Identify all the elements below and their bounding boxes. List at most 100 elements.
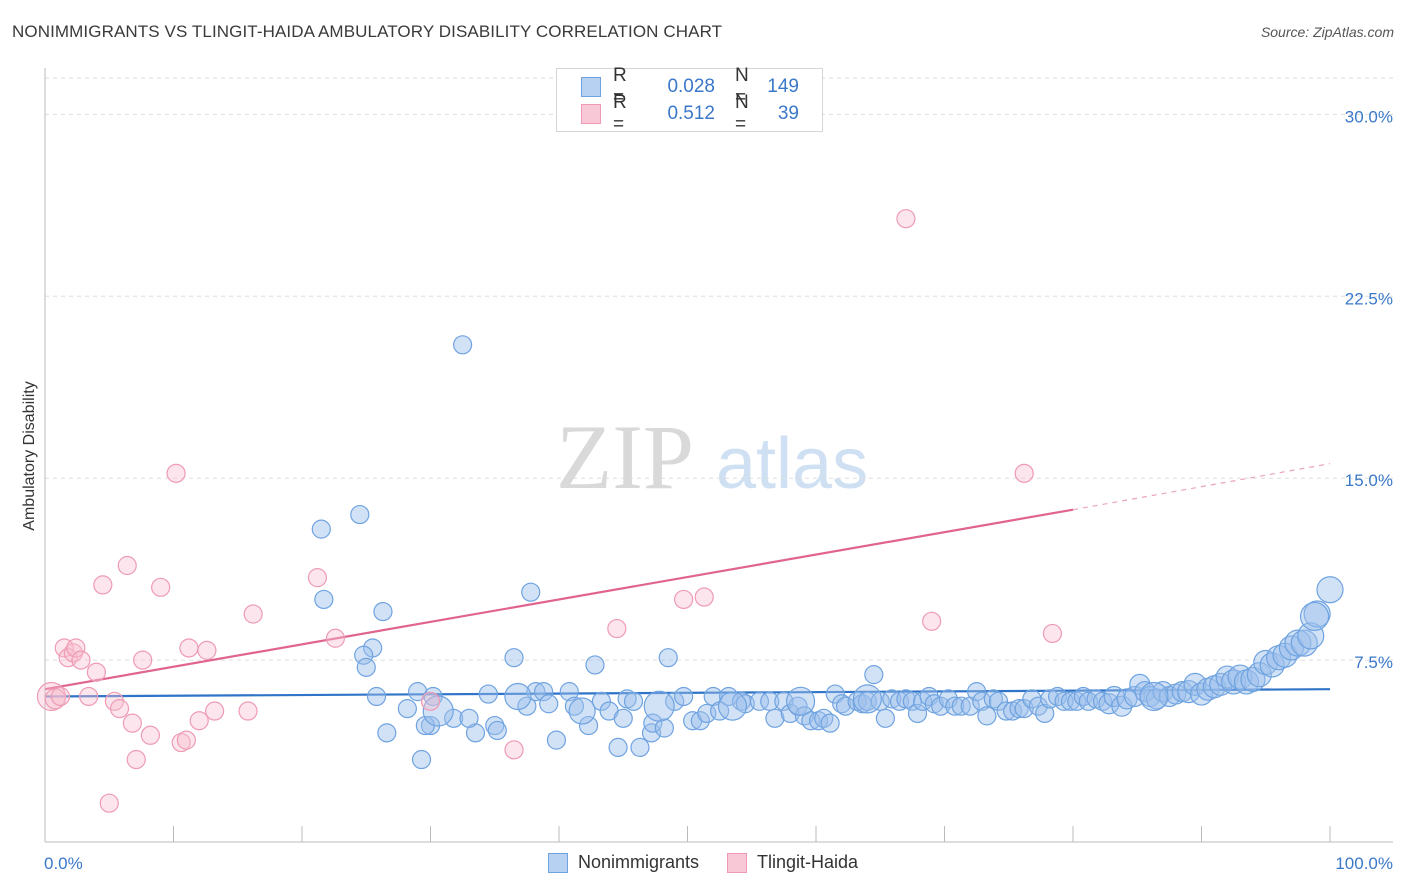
point-nonimmigrants: [1035, 703, 1055, 724]
point-nonimmigrants: [1124, 685, 1146, 708]
point-nonimmigrants: [478, 684, 498, 704]
point-nonimmigrants: [1040, 689, 1060, 709]
y-tick-label: 15.0%: [1345, 471, 1393, 490]
point-nonimmigrants: [504, 682, 532, 711]
x-tick-label-min: 0.0%: [44, 854, 83, 873]
point-nonimmigrants: [641, 723, 662, 743]
legend-r-label: R =: [613, 65, 627, 108]
point-nonimmigrants: [1303, 600, 1331, 628]
point-tlingit-haida: [50, 686, 71, 707]
series-legend: Nonimmigrants Tlingit-Haida: [0, 852, 1406, 873]
point-nonimmigrants: [411, 749, 432, 770]
point-nonimmigrants: [623, 691, 644, 711]
point-nonimmigrants: [820, 713, 840, 733]
point-tlingit-haida: [243, 604, 263, 624]
point-nonimmigrants: [690, 711, 710, 731]
point-nonimmigrants: [356, 657, 376, 677]
watermark: ZIP atlas: [556, 406, 868, 508]
point-tlingit-haida: [79, 686, 99, 707]
point-nonimmigrants: [546, 730, 567, 750]
x-tick-label-max: 100.0%: [1335, 854, 1393, 873]
point-nonimmigrants: [559, 682, 579, 702]
point-nonimmigrants: [875, 708, 895, 728]
legend-swatch-blue: [547, 852, 568, 873]
point-tlingit-haida: [1042, 623, 1063, 644]
point-nonimmigrants: [1299, 601, 1330, 632]
point-nonimmigrants: [852, 684, 883, 714]
point-tlingit-haida: [896, 209, 916, 229]
point-nonimmigrants: [765, 708, 785, 728]
point-tlingit-haida: [54, 638, 74, 658]
legend-r-value: 0.028: [667, 76, 715, 97]
point-nonimmigrants: [504, 648, 524, 668]
legend-n-label: N =: [735, 92, 749, 135]
point-nonimmigrants: [774, 691, 794, 711]
point-tlingit-haida: [140, 725, 160, 745]
legend-item-nonimmigrants[interactable]: Nonimmigrants: [547, 852, 699, 873]
point-nonimmigrants: [1092, 691, 1113, 711]
point-nonimmigrants: [539, 694, 559, 714]
point-tlingit-haida: [307, 568, 328, 588]
point-nonimmigrants: [945, 696, 965, 716]
chart-title: NONIMMIGRANTS VS TLINGIT-HAIDA AMBULATOR…: [12, 22, 723, 41]
point-nonimmigrants: [521, 582, 541, 602]
point-tlingit-haida: [93, 575, 113, 595]
point-nonimmigrants: [643, 690, 675, 722]
point-tlingit-haida: [126, 749, 146, 770]
point-nonimmigrants: [674, 686, 694, 707]
data-points: [36, 209, 1344, 813]
axes: [44, 68, 1393, 843]
legend-swatch-blue: [581, 77, 601, 97]
point-nonimmigrants: [1171, 681, 1193, 703]
point-nonimmigrants: [630, 737, 650, 758]
y-tick-label: 30.0%: [1345, 107, 1393, 126]
point-nonimmigrants: [808, 711, 829, 731]
point-tlingit-haida: [151, 577, 171, 597]
legend-row-nonimmigrants: R = 0.028 N = 149: [581, 65, 799, 108]
point-tlingit-haida: [99, 793, 119, 813]
point-nonimmigrants: [983, 689, 1003, 709]
point-tlingit-haida: [922, 611, 942, 631]
point-nonimmigrants: [1028, 696, 1048, 716]
point-nonimmigrants: [1209, 672, 1233, 696]
point-nonimmigrants: [835, 696, 856, 716]
point-nonimmigrants: [977, 706, 997, 726]
point-nonimmigrants: [459, 708, 479, 728]
point-tlingit-haida: [179, 638, 199, 658]
point-nonimmigrants: [1078, 691, 1099, 711]
point-tlingit-haida: [420, 691, 441, 711]
source-label: Source: ZipAtlas.com: [1260, 24, 1394, 40]
legend-r-value: 0.512: [667, 103, 715, 124]
watermark-atlas: atlas: [716, 424, 868, 504]
legend-item-tlingit-haida[interactable]: Tlingit-Haida: [727, 852, 858, 873]
point-nonimmigrants: [967, 682, 987, 702]
point-nonimmigrants: [397, 699, 417, 719]
point-nonimmigrants: [1297, 622, 1325, 650]
point-tlingit-haida: [71, 650, 91, 670]
point-nonimmigrants: [354, 645, 374, 665]
point-nonimmigrants: [564, 696, 585, 716]
point-nonimmigrants: [780, 703, 800, 724]
legend-row-tlingit-haida: R = 0.512 N = 39: [581, 92, 799, 135]
point-nonimmigrants: [1189, 682, 1214, 706]
point-nonimmigrants: [847, 691, 867, 711]
point-nonimmigrants: [972, 691, 992, 711]
point-tlingit-haida: [325, 628, 346, 648]
point-tlingit-haida: [109, 699, 130, 719]
y-tick-labels: 7.5% 15.0% 22.5% 30.0%: [1345, 107, 1393, 672]
point-tlingit-haida: [133, 650, 153, 670]
gridlines: [45, 77, 1393, 661]
point-nonimmigrants: [1116, 688, 1138, 710]
point-nonimmigrants: [882, 689, 902, 709]
point-tlingit-haida: [674, 589, 694, 610]
point-nonimmigrants: [1014, 699, 1034, 719]
point-nonimmigrants: [608, 737, 628, 758]
point-nonimmigrants: [643, 713, 663, 733]
point-tlingit-haida: [122, 713, 142, 733]
point-nonimmigrants: [533, 682, 554, 702]
point-tlingit-haida: [504, 740, 524, 760]
point-tlingit-haida: [171, 732, 191, 753]
point-tlingit-haida: [197, 640, 217, 660]
point-tlingit-haida: [166, 463, 186, 483]
point-nonimmigrants: [1009, 699, 1029, 719]
